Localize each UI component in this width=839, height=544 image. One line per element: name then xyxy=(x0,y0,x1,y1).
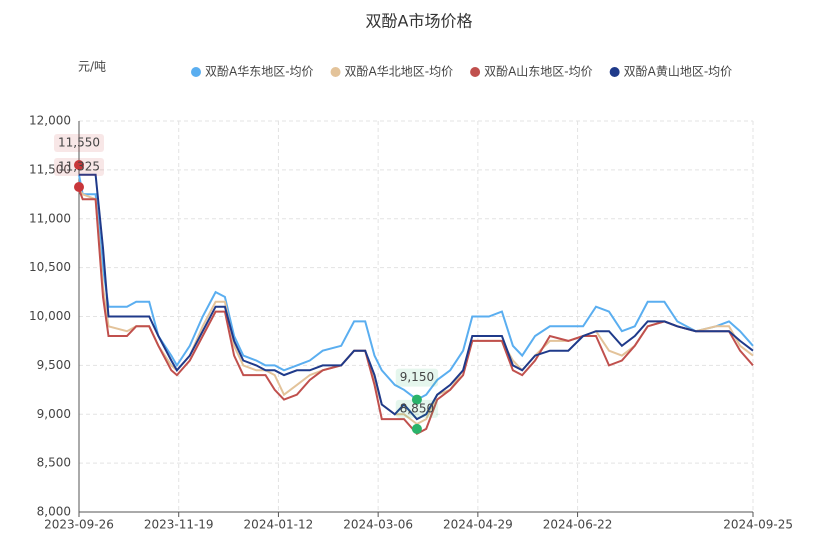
legend-marker xyxy=(330,67,341,77)
x-tick-label: 2024-09-25 xyxy=(723,518,793,532)
legend-marker xyxy=(191,67,201,77)
y-tick-label: 11,500 xyxy=(29,162,71,176)
legend-marker xyxy=(470,67,481,77)
series-line xyxy=(78,174,754,401)
marker-pin xyxy=(411,423,422,434)
marker-label: 11,325 xyxy=(58,159,100,173)
legend-label: 双酚A黄山地区-均价 xyxy=(624,65,733,79)
legend-label: 双酚A华东地区-均价 xyxy=(205,65,314,79)
x-tick-label: 2023-11-19 xyxy=(144,518,214,532)
y-tick-label: 12,000 xyxy=(29,114,71,128)
y-tick-label: 8,000 xyxy=(37,505,71,519)
marker-pin xyxy=(411,394,422,405)
marker-label-bg xyxy=(54,157,104,176)
legend-label: 双酚A华北地区-均价 xyxy=(345,65,454,79)
marker-label-bg xyxy=(54,133,104,152)
y-tick-label: 9,500 xyxy=(37,358,71,372)
marker-label: 9,150 xyxy=(400,370,434,384)
marker-pin xyxy=(74,159,84,170)
marker-label-bg xyxy=(395,399,439,418)
x-tick-label: 2024-01-12 xyxy=(244,518,314,532)
y-tick-label: 10,000 xyxy=(29,309,71,323)
legend-marker xyxy=(609,67,620,77)
legend-label: 双酚A山东地区-均价 xyxy=(484,65,593,79)
series-line xyxy=(79,173,754,421)
series-line xyxy=(78,188,754,426)
chart-title: 双酚A市场价格 xyxy=(366,12,473,31)
y-tick-label: 8,500 xyxy=(37,456,71,470)
y-axis-label: 元/吨 xyxy=(78,60,106,74)
x-tick-label: 2023-09-26 xyxy=(44,518,114,532)
marker-label-bg xyxy=(395,368,439,387)
x-tick-label: 2024-06-22 xyxy=(543,518,613,532)
series-line xyxy=(78,189,754,436)
marker-pin xyxy=(74,181,84,192)
x-tick-label: 2024-04-29 xyxy=(443,518,513,532)
y-tick-label: 10,500 xyxy=(29,260,71,274)
marker-label: 11,550 xyxy=(58,135,100,149)
y-tick-label: 11,000 xyxy=(29,211,71,225)
y-tick-label: 9,000 xyxy=(37,407,71,421)
marker-label: 8,850 xyxy=(400,401,434,415)
x-tick-label: 2024-03-06 xyxy=(343,518,413,532)
